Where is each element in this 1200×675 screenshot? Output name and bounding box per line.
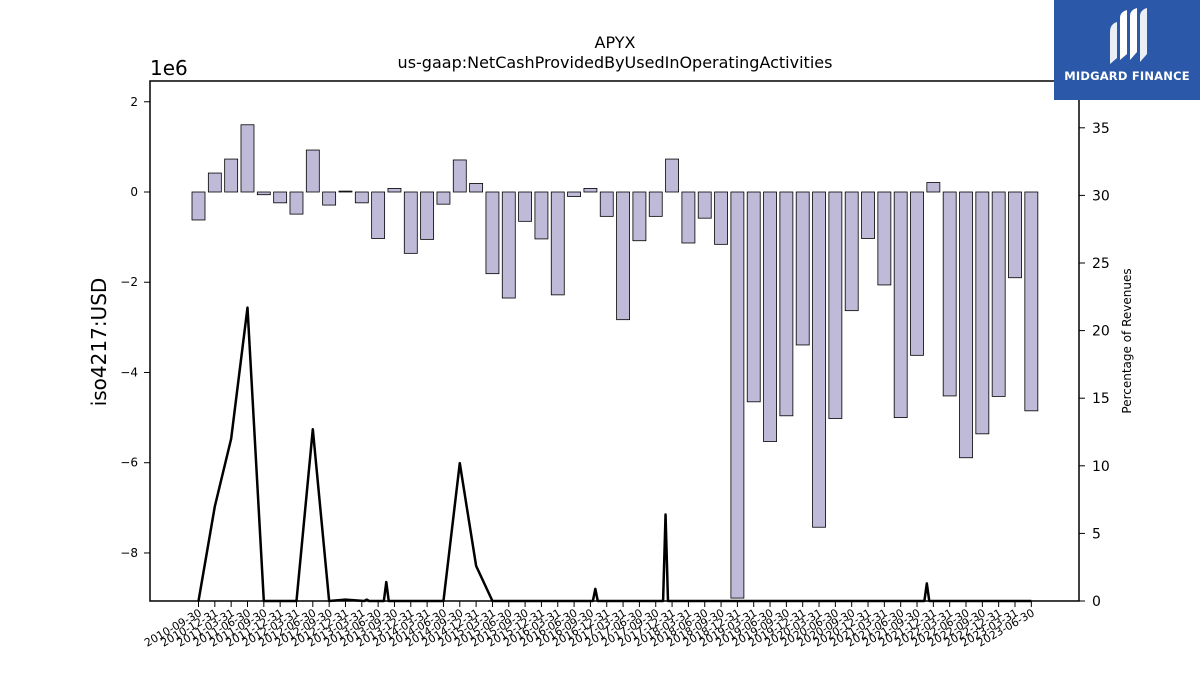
- y-right-tick-label: 10: [1092, 459, 1110, 475]
- bar-2013-12-31: [403, 191, 418, 254]
- y-right-tick-label: 15: [1092, 391, 1110, 407]
- y-axis-left-ticks: −8 −6 −4 −2 0 2: [120, 95, 150, 560]
- bar-2016-03-31: [550, 191, 565, 296]
- bar-2016-09-30: [583, 187, 598, 193]
- y-axis-right-ticks: 0 5 10 15 20 25 30 35: [1079, 121, 1110, 610]
- bar-2012-03-31: [289, 191, 304, 215]
- y-right-tick-label: 20: [1092, 324, 1110, 340]
- y-axis-label: iso4217:USD: [87, 278, 111, 407]
- bar-2011-12-31: [273, 191, 288, 204]
- y-multiplier-label: 1e6: [150, 56, 188, 80]
- bar-2023-03-31: [1008, 191, 1022, 279]
- bar-2016-12-31: [599, 191, 614, 217]
- y-tick-label: −6: [120, 456, 138, 470]
- bar-2012-12-31: [338, 190, 353, 193]
- bar-2018-09-30: [714, 191, 728, 245]
- y-tick-label: −2: [120, 275, 138, 289]
- bar-2019-06-30: [763, 191, 777, 442]
- bar-2017-09-30: [648, 191, 663, 217]
- bar-2018-06-30: [697, 191, 712, 219]
- bar-2023-06-30: [1024, 191, 1039, 412]
- bar-2021-03-31: [877, 191, 892, 286]
- bar-2020-03-31: [812, 191, 826, 528]
- bar-2020-09-30: [844, 191, 859, 312]
- y-right-tick-label: 30: [1092, 188, 1110, 204]
- x-axis-ticks: 2010-09-302010-12-312011-03-312011-06-30…: [142, 601, 1037, 650]
- chart-subtitle: us-gaap:NetCashProvidedByUsedInOperating…: [398, 53, 833, 72]
- bar-2010-12-31: [207, 172, 222, 193]
- bar-2013-06-30: [371, 191, 386, 239]
- bar-series: [191, 124, 1039, 599]
- y-tick-label: −8: [120, 546, 138, 560]
- bar-2018-12-31: [730, 191, 745, 599]
- bar-2022-03-31: [942, 191, 957, 397]
- bar-2012-06-30: [305, 149, 320, 193]
- bar-2020-06-30: [828, 191, 843, 419]
- y-tick-label: 0: [130, 185, 138, 199]
- brand-logo: MIDGARD FINANCE: [1054, 0, 1200, 100]
- bar-2010-09-30: [191, 191, 206, 221]
- bar-2015-06-30: [501, 191, 516, 299]
- bar-2019-09-30: [779, 191, 794, 417]
- bar-2011-09-30: [256, 191, 271, 196]
- bar-2013-09-30: [387, 187, 402, 193]
- bar-2011-03-31: [224, 158, 239, 193]
- logo-mark-icon: [1110, 8, 1147, 64]
- chart-title: APYX: [595, 33, 636, 52]
- bar-2014-09-30: [452, 159, 467, 193]
- bar-2017-03-31: [616, 191, 630, 321]
- y-tick-label: −4: [120, 365, 138, 379]
- bar-2021-09-30: [910, 191, 924, 356]
- bar-2015-03-31: [485, 191, 500, 275]
- bar-2014-03-31: [420, 191, 435, 240]
- bar-2017-06-30: [632, 191, 647, 242]
- bar-2021-12-31: [926, 182, 941, 193]
- bar-2016-06-30: [567, 191, 581, 197]
- bar-2022-12-31: [991, 191, 1006, 397]
- bar-2019-12-31: [795, 191, 810, 346]
- y-right-tick-label: 5: [1092, 526, 1101, 542]
- y-tick-label: 2: [130, 95, 138, 109]
- bar-2013-03-31: [354, 191, 369, 204]
- bar-2018-03-31: [681, 191, 696, 244]
- bar-2020-12-31: [861, 191, 875, 239]
- y-axis-right-label: Percentage of Revenues: [1120, 268, 1134, 413]
- bar-2022-06-30: [959, 191, 973, 459]
- bar-2012-09-30: [322, 191, 337, 206]
- y-right-tick-label: 0: [1092, 594, 1101, 610]
- bar-2014-06-30: [436, 191, 451, 205]
- bar-2015-12-31: [534, 191, 549, 240]
- bar-2017-12-31: [665, 158, 679, 193]
- y-right-tick-label: 25: [1092, 256, 1110, 272]
- bar-2022-09-30: [975, 191, 990, 435]
- bar-2014-12-31: [469, 183, 484, 193]
- bar-2015-09-30: [518, 191, 532, 222]
- bar-2019-03-31: [746, 191, 761, 403]
- bar-2021-06-30: [893, 191, 908, 419]
- bar-2011-06-30: [240, 124, 255, 193]
- y-right-tick-label: 35: [1092, 121, 1110, 137]
- logo-text: MIDGARD FINANCE: [1064, 69, 1190, 83]
- plot-frame: [149, 80, 1080, 602]
